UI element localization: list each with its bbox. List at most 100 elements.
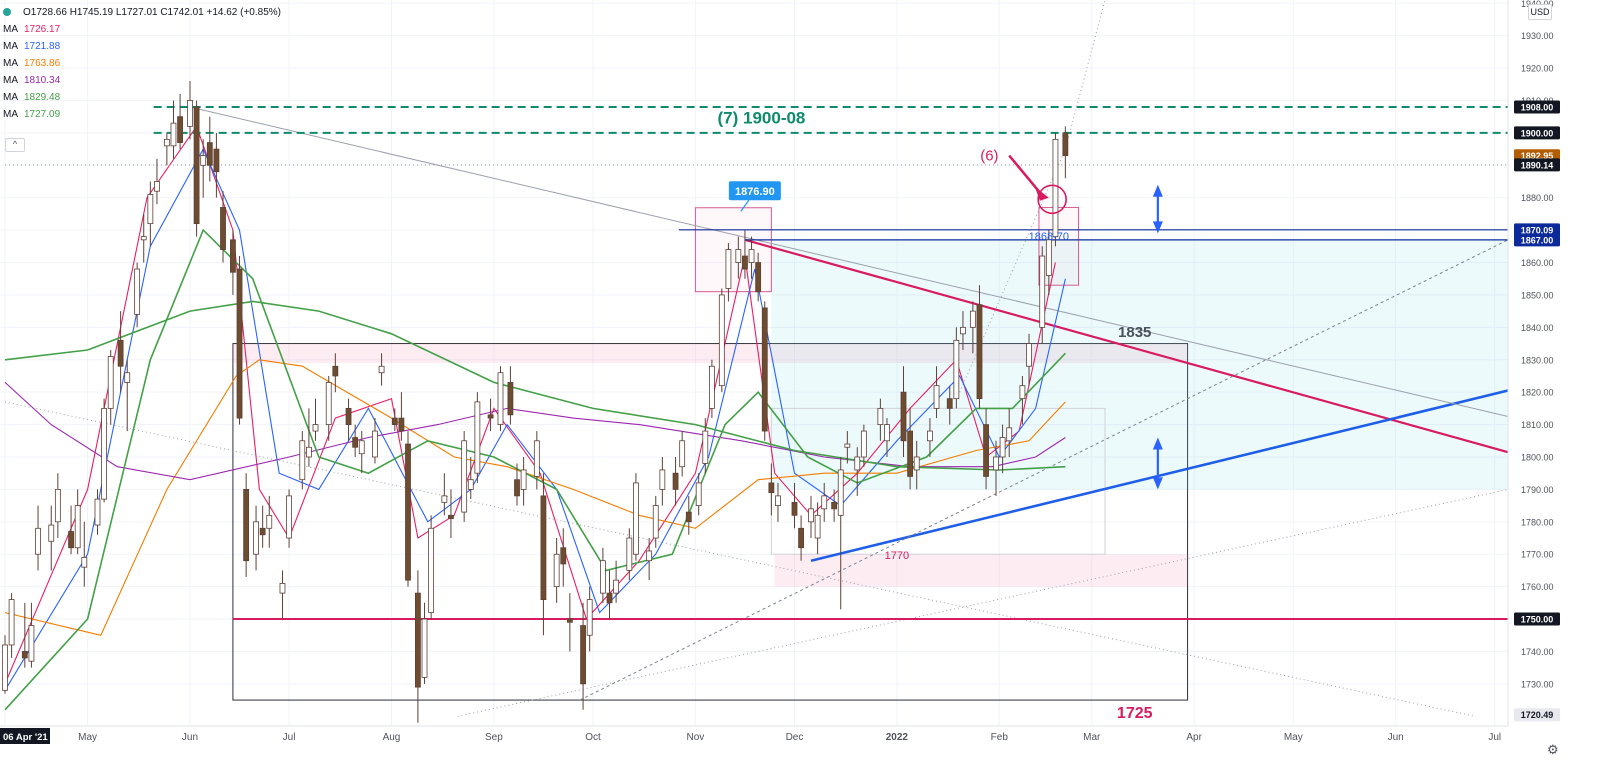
- candle-body: [405, 443, 411, 581]
- candle-body: [497, 372, 504, 425]
- price-label-box: [1514, 223, 1560, 237]
- price-tick-label: 1920.00: [1521, 64, 1554, 74]
- candle-body: [94, 498, 101, 526]
- candle-body: [646, 550, 653, 562]
- box-pink-fill: [232, 343, 1188, 363]
- candle-body: [28, 625, 35, 662]
- trendline-blue: [810, 389, 1509, 562]
- ma-legend-row: MA 1763.86: [3, 55, 281, 72]
- candle-body: [606, 592, 613, 604]
- double-arrow: [1152, 437, 1163, 490]
- candle-body: [953, 339, 960, 400]
- time-tick-label: Mar: [1083, 732, 1101, 743]
- candle-body: [586, 599, 593, 636]
- annotation-label: 1835: [1118, 324, 1151, 341]
- candle-body: [553, 553, 560, 588]
- price-label-text: 1900.00: [1521, 128, 1554, 138]
- candle-body: [718, 294, 725, 387]
- price-label-box: [1514, 100, 1560, 114]
- ma-legend-label: MA: [3, 75, 18, 86]
- price-callout: 1876.90: [728, 181, 781, 212]
- candle-body: [983, 424, 989, 477]
- candle-body: [266, 514, 273, 529]
- price-label: 1900.00: [1514, 126, 1560, 140]
- price-label-box: [1514, 233, 1560, 247]
- candle-body: [243, 489, 250, 562]
- price-label: 1890.14: [1514, 158, 1560, 172]
- candle-body: [2, 644, 8, 691]
- candle-body: [54, 489, 61, 523]
- price-label: 1908.00: [1514, 100, 1560, 114]
- collapse-legend-button[interactable]: ^: [5, 138, 25, 152]
- candle-body: [147, 194, 154, 225]
- candle-body: [1062, 132, 1069, 156]
- time-tick-label: Jul: [1488, 732, 1501, 743]
- price-tick-label: 1810.00: [1521, 420, 1554, 430]
- candle-body: [170, 122, 177, 147]
- price-label: 1867.00: [1514, 233, 1560, 247]
- candle-body: [837, 469, 844, 516]
- candle-body: [1052, 138, 1059, 237]
- candle-body: [798, 527, 804, 549]
- price-tick-label: 1780.00: [1521, 517, 1554, 527]
- ma-legend-label: MA: [3, 41, 18, 52]
- time-tick-label: 06 Apr '21: [3, 732, 48, 743]
- annotation-label: 1770: [885, 550, 909, 562]
- price-tick-label: 1730.00: [1521, 679, 1554, 689]
- candle-body: [814, 514, 821, 539]
- ma-legend-value: 1829.48: [24, 92, 61, 103]
- candle-body: [236, 268, 243, 419]
- candle-body: [540, 495, 547, 600]
- candle-body: [507, 382, 514, 416]
- candle-body: [933, 385, 940, 409]
- candle-body: [520, 469, 527, 490]
- candle-body: [286, 495, 292, 539]
- annotation-label: 1868-70: [1029, 231, 1069, 243]
- price-tick-label: 1740.00: [1521, 647, 1554, 657]
- candle-body: [187, 100, 193, 127]
- callout-pointer: [740, 199, 750, 212]
- ma-legend-label: MA: [3, 58, 18, 69]
- box-pink-outline: [1038, 206, 1080, 286]
- price-label-text: 1890.14: [1521, 160, 1554, 170]
- ma-legend-value: 1727.09: [24, 109, 61, 120]
- ma-legend-row: MA 1810.34: [3, 72, 281, 89]
- ma-legend-row: MA 1829.48: [3, 89, 281, 106]
- candle-body: [960, 326, 966, 335]
- time-tick-label: Dec: [786, 732, 804, 743]
- candle-body: [999, 437, 1006, 458]
- callout-box: [728, 181, 781, 201]
- candle-body: [213, 148, 220, 173]
- candle-body: [1045, 239, 1052, 276]
- candle-body: [1026, 343, 1032, 367]
- candle-body: [107, 356, 114, 409]
- candles: [2, 81, 1069, 723]
- candle-body: [220, 207, 226, 250]
- candle-body: [372, 430, 378, 458]
- candle-body: [659, 469, 666, 490]
- price-label-box: [1514, 612, 1560, 626]
- candle-body: [514, 479, 520, 497]
- time-tick-label: Apr: [1186, 732, 1202, 743]
- candle-body: [533, 440, 540, 477]
- candle-body: [154, 181, 160, 192]
- price-tick-label: 1880.00: [1521, 193, 1554, 203]
- time-tick-highlight: 06 Apr '21: [0, 728, 50, 744]
- candle-body: [821, 495, 828, 510]
- candle-body: [448, 514, 454, 519]
- price-label-text: 1750.00: [1521, 615, 1554, 625]
- currency-button[interactable]: USD: [1528, 4, 1552, 20]
- trendline-thin-gray: [189, 106, 1509, 417]
- ma-legend-label: MA: [3, 24, 18, 35]
- gear-icon[interactable]: ⚙: [1547, 742, 1559, 757]
- candle-body: [633, 482, 639, 555]
- time-tick-label: Jul: [283, 732, 296, 743]
- candle-body: [761, 307, 768, 432]
- ohlc-readout: O1728.66 H1745.19 L1727.01 C1742.01 +14.…: [23, 7, 281, 18]
- circle-marker: [1037, 184, 1067, 215]
- ma-line: [4, 300, 1066, 471]
- candle-body: [927, 430, 933, 442]
- candle-body: [299, 440, 306, 481]
